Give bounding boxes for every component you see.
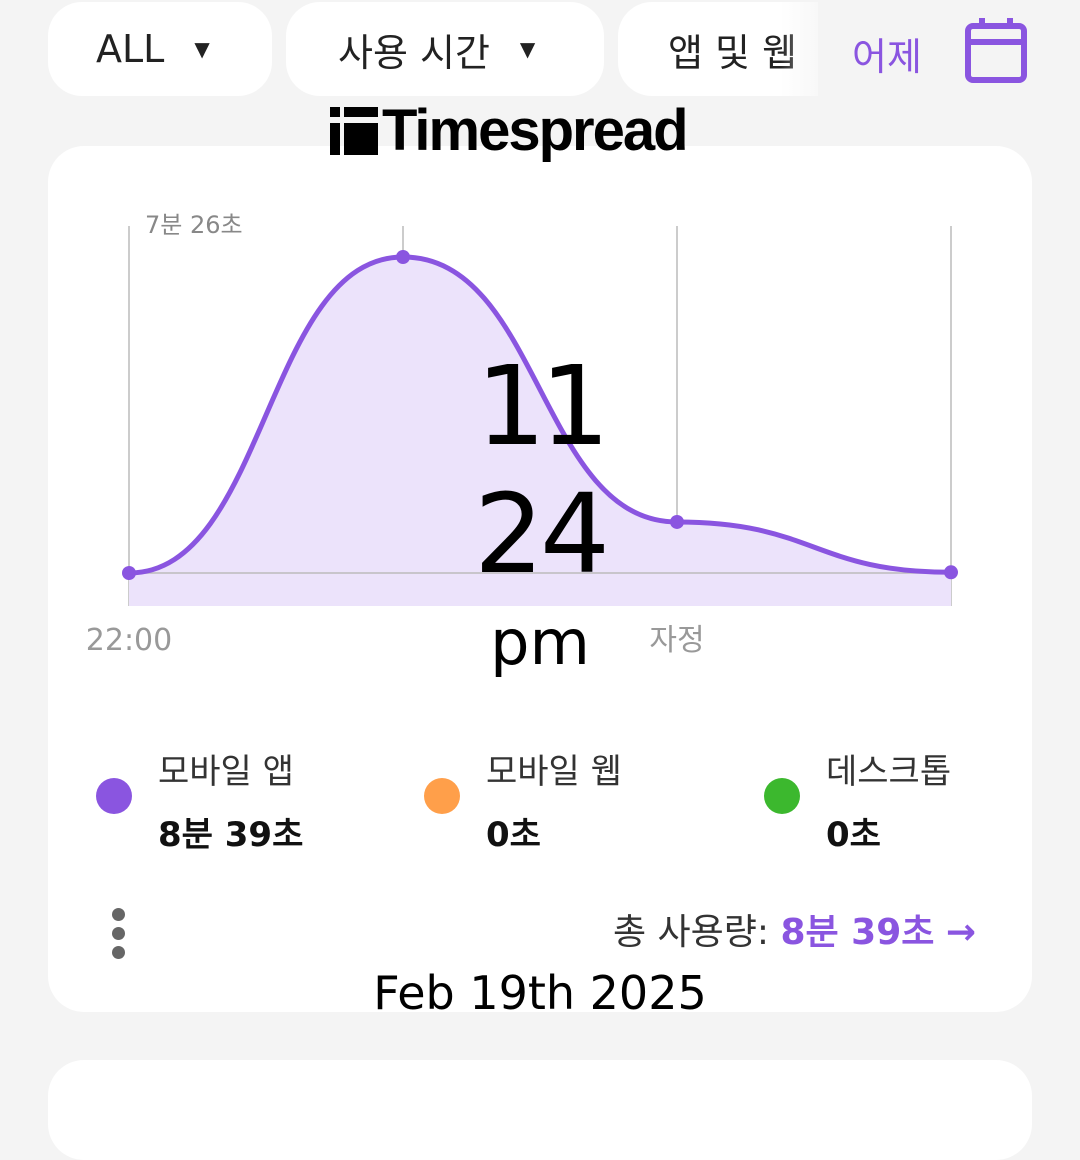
next-card	[48, 1060, 1032, 1160]
legend-mobile-web: 모바일 웹 0초	[424, 744, 622, 856]
legend-name: 모바일 웹	[486, 752, 622, 792]
x-tick-label: 22:00	[86, 623, 172, 658]
filter-usage-time-dropdown[interactable]: 사용 시간 ▼	[286, 2, 604, 96]
total-usage-link[interactable]: 총 사용량: 8분 39초 →	[613, 912, 976, 954]
clock-ampm: pm	[490, 606, 590, 679]
data-point	[122, 566, 136, 580]
total-label: 총 사용량:	[612, 912, 769, 953]
legend-value: 0초	[486, 815, 541, 855]
caret-down-icon: ▼	[519, 37, 536, 61]
yesterday-button[interactable]: 어제	[852, 35, 922, 79]
logo-icon	[330, 107, 378, 155]
filter-label: 앱 및 웹	[668, 30, 798, 75]
y-max-label: 7분 26초	[145, 211, 243, 239]
filter-label: ALL	[96, 27, 165, 71]
legend-dot	[424, 778, 460, 814]
legend-dot	[96, 778, 132, 814]
clock-date: Feb 19th 2025	[373, 966, 707, 1020]
legend-value: 0초	[826, 815, 881, 855]
arrow-right-icon: →	[945, 912, 976, 953]
calendar-icon[interactable]	[964, 16, 1028, 84]
chart-line	[128, 254, 952, 576]
caret-down-icon: ▼	[194, 37, 210, 61]
filter-all-dropdown[interactable]: ALL ▼	[48, 2, 272, 96]
data-point	[670, 514, 684, 529]
usage-chart: 7분 26초 22:00 자정	[86, 211, 958, 658]
legend-desktop: 데스크톱 0초	[764, 744, 951, 856]
clock-minute: 24	[474, 470, 610, 598]
legend-dot	[764, 778, 800, 814]
legend-value: 8분 39초	[158, 815, 304, 855]
legend-name: 모바일 앱	[158, 752, 294, 792]
legend-name: 데스크톱	[826, 752, 952, 792]
more-options-icon[interactable]	[112, 908, 128, 965]
filter-label: 사용 시간	[338, 30, 490, 75]
data-point	[396, 250, 410, 264]
data-point	[944, 565, 958, 580]
legend-mobile-app: 모바일 앱 8분 39초	[96, 744, 303, 856]
chart-area	[129, 257, 951, 606]
total-value: 8분 39초	[780, 912, 935, 953]
logo-text: Timespread	[382, 98, 689, 163]
timespread-logo: Timespread	[330, 98, 689, 163]
x-tick-label: 자정	[649, 623, 704, 658]
clock-hour: 11	[476, 342, 610, 470]
scroll-fade	[780, 0, 840, 100]
